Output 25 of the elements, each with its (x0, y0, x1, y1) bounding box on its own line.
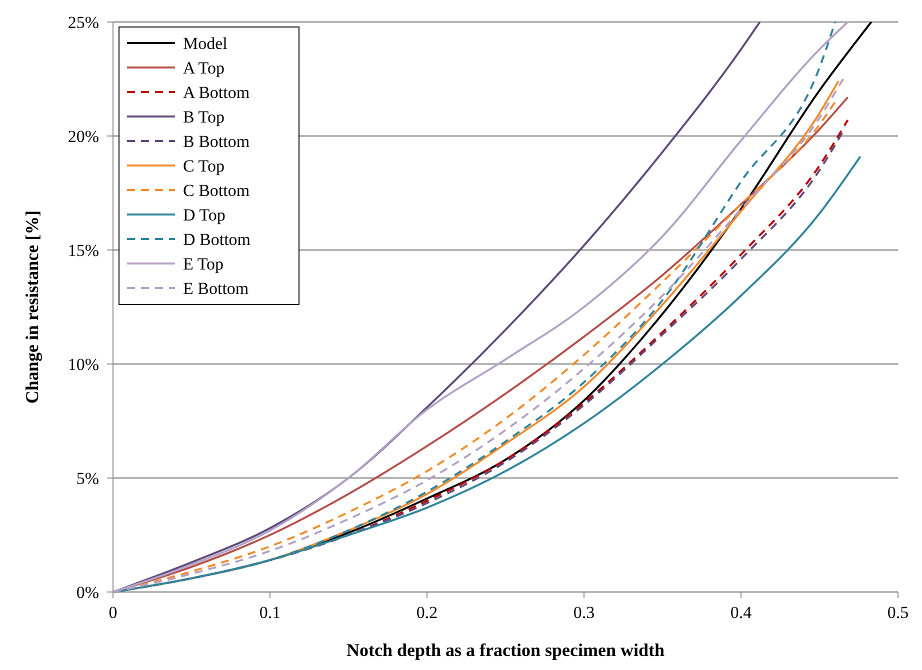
y-tick-label: 15% (68, 241, 99, 260)
x-tick-label: 0.5 (887, 603, 909, 622)
legend-label: E Bottom (183, 279, 249, 298)
legend-label: A Top (183, 58, 224, 78)
legend-label: B Bottom (183, 132, 250, 151)
y-tick-label: 10% (68, 355, 99, 374)
x-tick-label: 0.4 (730, 603, 752, 622)
y-tick-label: 25% (68, 13, 99, 32)
x-axis-title: Notch depth as a fraction specimen width (346, 640, 664, 660)
legend-label: D Top (183, 206, 226, 224)
x-tick-label: 0 (108, 603, 118, 622)
x-tick-label: 0.1 (259, 603, 281, 622)
x-tick-label: 0.2 (416, 603, 438, 622)
legend-label: A Bottom (183, 83, 250, 102)
y-tick-label: 5% (76, 469, 99, 488)
y-axis-title: Change in resistance [%] (22, 210, 42, 404)
legend-label: C Top (183, 156, 224, 176)
legend-label: E Top (183, 254, 224, 274)
legend-label: B Top (183, 108, 224, 126)
y-tick-label: 20% (68, 127, 99, 146)
legend-label: D Bottom (183, 230, 251, 249)
legend-label: C Bottom (183, 181, 250, 200)
y-tick-label: 0% (76, 583, 99, 602)
x-tick-label: 0.3 (573, 603, 595, 622)
legend-label: Model (183, 34, 228, 53)
